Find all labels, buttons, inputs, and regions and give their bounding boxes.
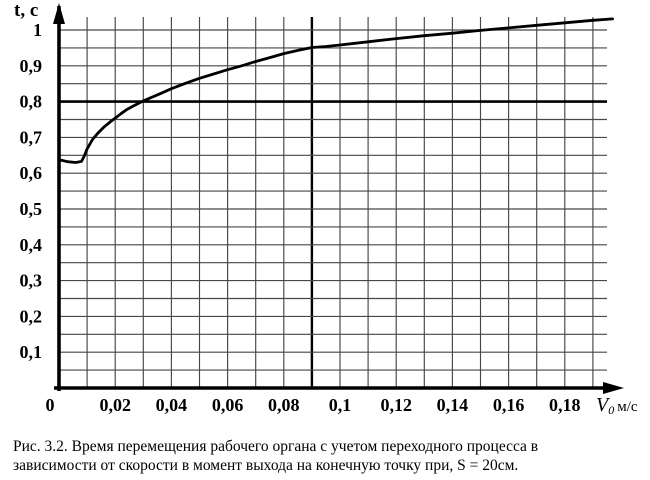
line-chart: 1 0,9 0,8 0,7 0,6 0,5 0,4 0,3 0,2 0,1 0 0,02 0,04 0,0… — [14, 0, 638, 417]
y-tick-label: 0,3 — [20, 271, 43, 291]
x-axis-title: V0 м/с — [596, 394, 638, 417]
y-tick-label: 0,6 — [20, 163, 43, 183]
x-tick-label: 0,04 — [156, 395, 188, 415]
x-tick-label: 0,14 — [437, 395, 469, 415]
curve-path — [57, 17, 614, 164]
figure-caption: Рис. 3.2. Время перемещения рабочего орг… — [13, 437, 643, 475]
y-axis-arrow-icon — [53, 3, 65, 24]
y-tick-label: 0,7 — [20, 127, 43, 147]
y-tick-label: 0,9 — [20, 56, 43, 76]
y-tick-label: 0,8 — [20, 92, 43, 112]
caption-line-2: зависимости от скорости в момент выхода … — [13, 457, 519, 474]
x-tick-label: 0,08 — [268, 395, 300, 415]
x-tick-label: 0,1 — [329, 395, 352, 415]
y-tick-label: 1 — [33, 20, 42, 40]
y-tick-label: 0,4 — [20, 235, 43, 255]
x-tick-label: 0,02 — [99, 395, 131, 415]
y-tick-label: 0,5 — [20, 199, 43, 219]
y-axis-title: t, c — [14, 0, 38, 21]
x-axis-arrow-icon — [603, 382, 624, 394]
x-tick-label: 0,16 — [493, 395, 525, 415]
x-tick-label: 0,12 — [380, 395, 412, 415]
y-tick-label: 0,2 — [20, 306, 43, 326]
x-tick-label: 0,06 — [212, 395, 244, 415]
y-tick-label: 0,1 — [20, 342, 43, 362]
caption-line-1: Рис. 3.2. Время перемещения рабочего орг… — [13, 438, 539, 455]
x-tick-label: 0 — [46, 395, 55, 415]
x-tick-label: 0,18 — [549, 395, 581, 415]
